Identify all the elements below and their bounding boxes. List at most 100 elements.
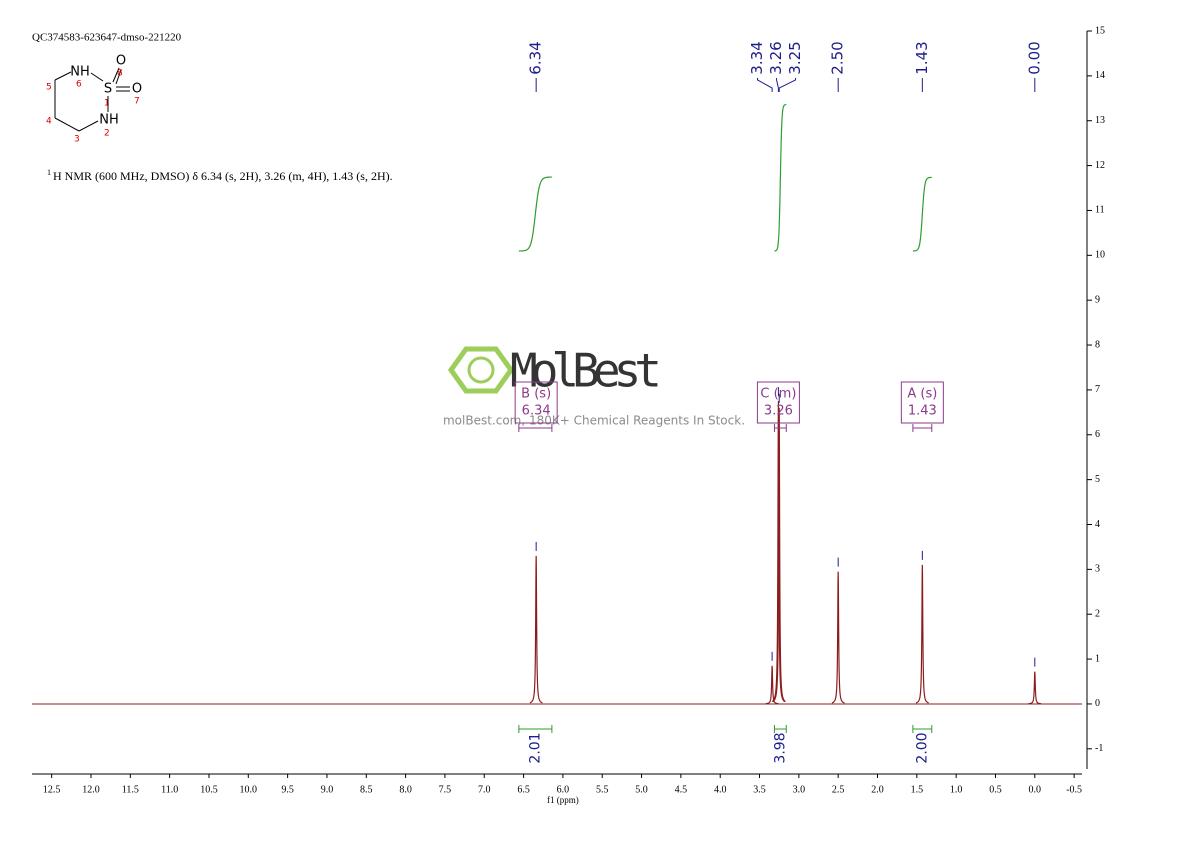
multiplet-box [514, 381, 558, 424]
atom: O [116, 54, 126, 69]
multiplet-shift: 1.43 [908, 404, 937, 419]
bond [90, 72, 104, 82]
x-tick-label: 8.0 [399, 784, 412, 795]
x-tick-label: 3.5 [753, 784, 766, 795]
multiplet-range [773, 424, 787, 432]
x-tick-label: 12.5 [43, 784, 61, 795]
locants: 1 2 3 4 5 6 7 8 [46, 69, 140, 145]
peak-leader [778, 78, 797, 92]
multiplet-box [756, 381, 800, 424]
x-tick-label: 1.5 [911, 784, 924, 795]
bond [54, 71, 72, 81]
multiplet-box [900, 381, 944, 424]
y-tick-label: 3 [1095, 564, 1100, 575]
locant: 7 [134, 97, 140, 107]
sample-id: QC374583-623647-dmso-221220 [32, 32, 182, 44]
x-tick-label: 10.5 [200, 784, 218, 795]
integral-curve [774, 103, 787, 252]
locant: 1 [104, 99, 110, 109]
x-tick-label: 2.0 [871, 784, 884, 795]
y-tick-label: 6 [1095, 429, 1100, 440]
x-tick-label: 4.5 [675, 784, 688, 795]
locant: 8 [117, 69, 123, 79]
watermark-brand: MolBest [510, 344, 662, 398]
bond [78, 120, 99, 132]
peak-label: 3.25 [786, 41, 804, 74]
logo-ring [467, 356, 495, 384]
peak-leader [776, 78, 779, 92]
multiplet-shift: 3.26 [764, 404, 793, 419]
watermark-tagline: molBest.com, 180K+ Chemical Reagents In … [443, 414, 745, 428]
y-tick-label: 0 [1095, 698, 1100, 709]
x-tick-label: 5.0 [635, 784, 648, 795]
x-tick-label: 7.0 [478, 784, 491, 795]
integral-curve [518, 176, 552, 252]
y-tick-label: -1 [1095, 743, 1103, 754]
x-tick-label: 8.5 [360, 784, 373, 795]
peak-label: 2.50 [829, 41, 847, 74]
atom: NH [70, 65, 90, 80]
y-tick-label: 11 [1095, 205, 1105, 216]
x-tick-label: 9.5 [281, 784, 294, 795]
x-tick-label: 9.0 [321, 784, 334, 795]
locant: 4 [46, 117, 52, 127]
atom: NH [99, 113, 119, 128]
y-tick-label: 10 [1095, 250, 1105, 261]
integral-range [773, 725, 787, 733]
peak [831, 571, 845, 704]
y-tick-label: 15 [1095, 25, 1105, 36]
y-tick-label: 2 [1095, 609, 1100, 620]
peak [772, 407, 786, 703]
logo [447, 346, 515, 394]
peak [1028, 671, 1042, 705]
locant: 3 [74, 135, 80, 145]
structure: NH S O O NH [54, 54, 142, 132]
x-tick-label: 6.0 [557, 784, 570, 795]
peak [765, 665, 779, 705]
superscript: 1 [47, 168, 51, 177]
multiplet-shift: 6.34 [522, 404, 551, 419]
multiplet-name: B (s) [521, 387, 551, 402]
peak-label: 3.26 [767, 41, 785, 74]
x-tick-label: 11.5 [122, 784, 139, 795]
integral-range [518, 725, 553, 733]
y-tick-label: 7 [1095, 384, 1100, 395]
x-tick-label: 6.5 [517, 784, 530, 795]
integral-curve [912, 176, 932, 252]
y-tick-label: 5 [1095, 474, 1100, 485]
x-axis-label: f1 (ppm) [547, 795, 579, 805]
locant: 5 [46, 83, 52, 93]
peak [771, 401, 786, 703]
multiplet-range [912, 424, 933, 432]
x-tick-label: 12.0 [82, 784, 100, 795]
x-tick-label: 7.5 [439, 784, 452, 795]
x-tick-label: 10.0 [240, 784, 258, 795]
y-tick-label: 8 [1095, 339, 1100, 350]
multiplet-range [518, 424, 553, 432]
watermark: MolBest molBest.com, 180K+ Chemical Reag… [443, 344, 745, 428]
peak-label: 1.43 [913, 41, 931, 74]
y-tick-label: 14 [1095, 70, 1105, 81]
bond [112, 67, 120, 83]
integral-value: 2.00 [914, 732, 930, 763]
atom: S [104, 82, 112, 97]
peak-label: 0.00 [1025, 41, 1043, 74]
x-tick-label: 1.0 [950, 784, 963, 795]
integral-value: 3.98 [772, 732, 788, 763]
multiplet-name: A (s) [907, 387, 937, 402]
locant: 2 [104, 129, 110, 139]
peak [529, 555, 543, 704]
locant: 6 [76, 80, 82, 90]
peak-label: 3.34 [748, 41, 766, 74]
y-tick-label: 13 [1095, 115, 1105, 126]
y-tick-label: 4 [1095, 519, 1100, 530]
integral-range [912, 725, 933, 733]
description: H NMR (600 MHz, DMSO) δ 6.34 (s, 2H), 3.… [53, 169, 393, 183]
y-tick-label: 9 [1095, 294, 1100, 305]
peak-label: 6.34 [527, 41, 545, 74]
peak [915, 564, 929, 704]
peak-leader [757, 78, 773, 92]
multiplet-name: C (m) [760, 387, 796, 402]
x-tick-label: 2.5 [832, 784, 845, 795]
